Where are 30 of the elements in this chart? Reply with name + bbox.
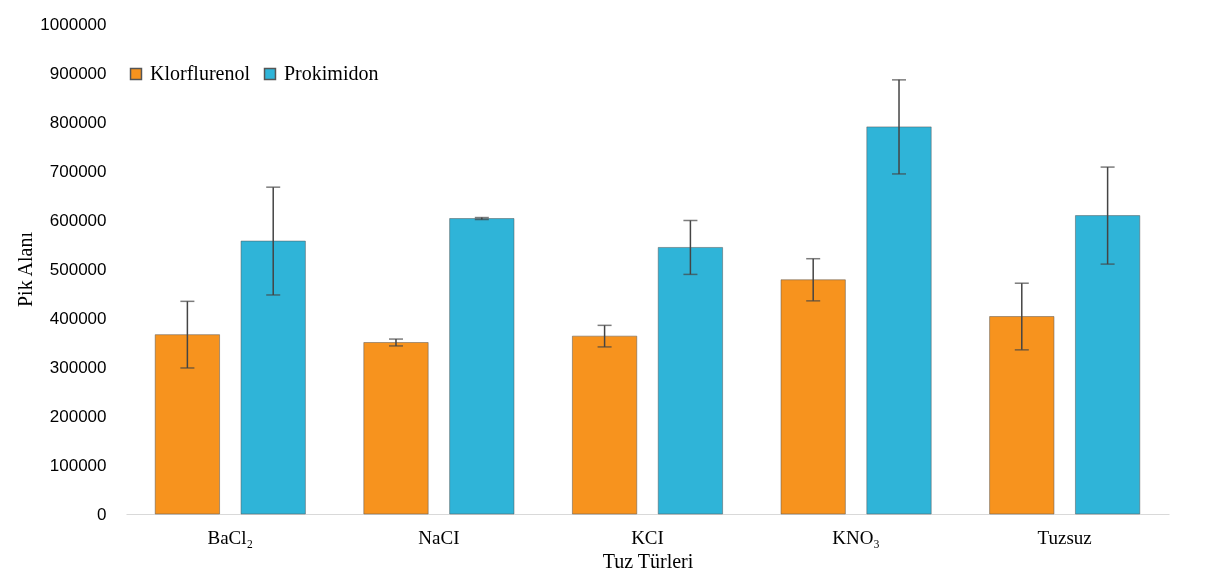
legend-label: Klorflurenol: [150, 62, 251, 84]
y-tick-label: 200000: [49, 406, 107, 426]
y-tick-label: 900000: [49, 63, 107, 83]
y-tick-label: 300000: [49, 357, 107, 377]
bar: [154, 334, 220, 515]
y-tick-label: 500000: [49, 259, 107, 279]
y-tick-label: 1000000: [40, 14, 107, 34]
bar: [1075, 215, 1141, 515]
bar: [449, 218, 515, 515]
y-tick-label: 800000: [49, 112, 107, 132]
y-tick-label: 700000: [49, 161, 107, 181]
bar: [657, 247, 723, 515]
x-axis-title: Tuz Türleri: [602, 549, 694, 572]
bar: [240, 240, 306, 515]
x-tick-label: BaCl₂: [207, 526, 254, 548]
y-tick-label: 0: [97, 504, 107, 524]
x-tick-label: KNO₃: [832, 526, 880, 548]
bar: [866, 126, 932, 515]
bar: [363, 342, 429, 515]
y-tick-label: 100000: [49, 455, 107, 475]
x-tick-label: NaCI: [418, 526, 460, 548]
legend-label: Prokimidon: [284, 62, 379, 84]
x-tick-label: Tuzsuz: [1037, 526, 1092, 548]
y-tick-label: 600000: [49, 210, 107, 230]
y-tick-label: 400000: [49, 308, 107, 328]
bar: [572, 335, 638, 515]
x-tick-label: KCI: [631, 526, 664, 548]
bar: [780, 279, 846, 515]
y-axis-title: Pik Alanı: [14, 231, 37, 308]
bar: [989, 316, 1055, 515]
